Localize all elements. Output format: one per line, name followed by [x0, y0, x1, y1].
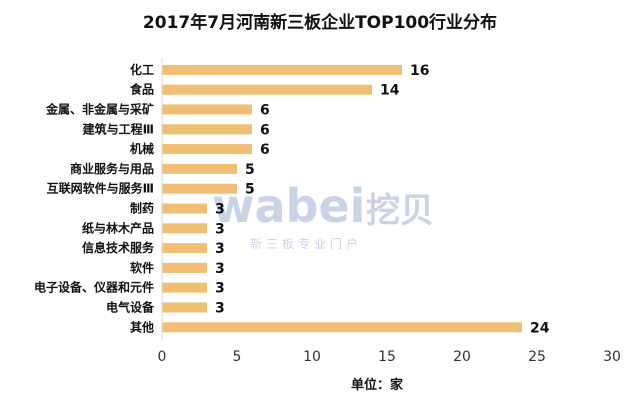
bar	[162, 302, 207, 313]
value-label: 24	[530, 320, 550, 336]
value-label: 3	[215, 301, 225, 317]
category-label: 电气设备	[106, 300, 155, 315]
bar	[162, 282, 207, 293]
category-label: 商业服务与用品	[70, 161, 154, 176]
value-label: 3	[215, 261, 225, 277]
bar	[162, 163, 237, 174]
value-label: 3	[215, 221, 225, 237]
category-label: 互联网软件与服务Ⅲ	[47, 181, 154, 196]
x-axis-unit-label: 单位：家	[351, 377, 404, 393]
watermark-tagline: 新三板专业门户	[250, 236, 362, 251]
bar	[162, 243, 207, 254]
value-label: 5	[245, 162, 255, 178]
value-label: 14	[380, 83, 400, 99]
bar	[162, 223, 207, 234]
category-label: 软件	[130, 260, 154, 275]
category-label: 金属、非金属与采矿	[45, 102, 154, 117]
category-label: 建筑与工程Ⅲ	[82, 121, 154, 136]
x-tick-label: 0	[158, 349, 167, 365]
category-label: 信息技术服务	[82, 240, 155, 255]
bar	[162, 104, 252, 115]
category-label: 其他	[130, 319, 154, 334]
bar	[162, 144, 252, 155]
bar	[162, 124, 252, 135]
category-label: 电子设备、仪器和元件	[34, 280, 154, 295]
x-tick-label: 30	[603, 349, 621, 365]
watermark-logo-text: wabei	[212, 179, 365, 233]
value-label: 16	[410, 63, 429, 79]
bar	[162, 64, 402, 75]
x-axis-ticks: 0 5 10 15 20 25 30	[158, 349, 621, 365]
x-tick-label: 25	[528, 349, 546, 365]
value-label: 6	[260, 122, 270, 138]
x-tick-label: 10	[303, 349, 321, 365]
x-tick-label: 5	[233, 349, 242, 365]
category-label: 机械	[130, 141, 154, 156]
x-tick-label: 20	[453, 349, 471, 365]
bars-group	[162, 64, 522, 333]
bar	[162, 262, 207, 273]
wabei-watermark: wabei 挖贝 新三板专业门户	[212, 179, 434, 251]
category-label: 化工	[130, 62, 154, 77]
value-label: 6	[260, 142, 270, 158]
bar	[162, 322, 522, 333]
category-label: 制药	[130, 201, 154, 216]
category-label: 纸与林木产品	[82, 220, 154, 235]
chart-title: 2017年7月河南新三板企业TOP100行业分布	[142, 13, 498, 33]
bar	[162, 203, 207, 214]
category-label: 食品	[129, 82, 154, 97]
value-label: 3	[215, 202, 225, 218]
value-label: 3	[215, 281, 225, 297]
watermark-logo-cn: 挖贝	[366, 191, 434, 231]
value-label: 3	[215, 241, 225, 257]
value-label: 6	[260, 103, 270, 119]
bar	[162, 84, 372, 95]
value-label: 5	[245, 182, 255, 198]
x-tick-label: 15	[378, 349, 396, 365]
bar	[162, 183, 237, 194]
